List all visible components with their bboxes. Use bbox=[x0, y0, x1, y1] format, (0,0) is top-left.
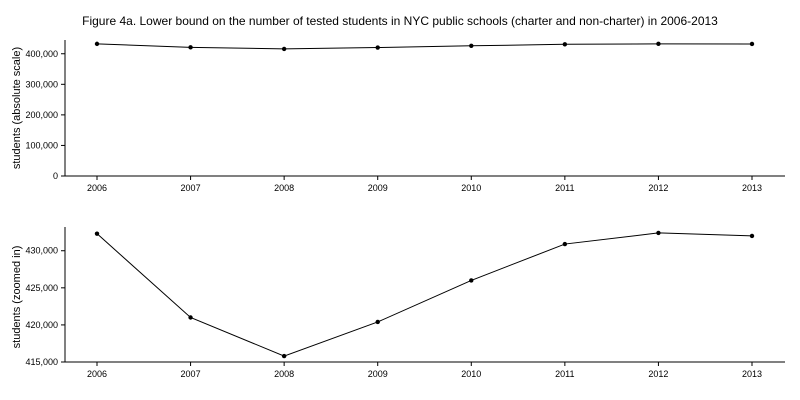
y-axis-title: students (absolute scale) bbox=[11, 47, 23, 169]
x-tick-label: 2010 bbox=[461, 369, 481, 379]
x-tick-label: 2013 bbox=[742, 183, 762, 193]
x-tick-label: 2007 bbox=[181, 369, 201, 379]
y-tick-label: 400,000 bbox=[25, 49, 58, 59]
series-line bbox=[96, 232, 753, 357]
data-point bbox=[375, 45, 380, 50]
y-tick-label: 0 bbox=[53, 171, 58, 181]
y-tick-label: 420,000 bbox=[25, 320, 58, 330]
data-point bbox=[375, 319, 380, 325]
data-point bbox=[656, 230, 661, 236]
y-tick-label: 425,000 bbox=[25, 283, 58, 293]
data-point bbox=[281, 353, 287, 359]
x-tick-label: 2006 bbox=[87, 369, 107, 379]
data-point bbox=[469, 43, 474, 49]
data-point bbox=[94, 231, 100, 236]
panel-zoomed-in: 415,000 420,000 425,000 430,000 2006 2007 2008… bbox=[11, 227, 785, 379]
data-point bbox=[749, 41, 755, 47]
data-point bbox=[469, 278, 474, 283]
series-line bbox=[96, 43, 753, 50]
data-point bbox=[562, 241, 568, 247]
x-tick-label: 2009 bbox=[368, 369, 388, 379]
data-point bbox=[749, 233, 755, 239]
y-tick-label: 300,000 bbox=[25, 79, 58, 89]
chart-title: Figure 4a. Lower bound on the number of … bbox=[82, 14, 718, 28]
y-tick-label: 415,000 bbox=[25, 357, 58, 367]
x-tick-label: 2008 bbox=[274, 183, 294, 193]
x-tick-label: 2011 bbox=[555, 183, 574, 193]
x-tick-label: 2008 bbox=[274, 369, 294, 379]
x-tick-label: 2007 bbox=[181, 183, 201, 193]
data-point bbox=[656, 41, 661, 47]
y-tick-label: 200,000 bbox=[25, 110, 58, 120]
x-tick-label: 2006 bbox=[87, 183, 107, 193]
x-tick-label: 2012 bbox=[648, 369, 668, 379]
x-tick-label: 2012 bbox=[648, 183, 668, 193]
y-tick-label: 430,000 bbox=[25, 246, 58, 256]
x-tick-label: 2009 bbox=[368, 183, 388, 193]
data-point bbox=[188, 315, 193, 320]
data-point bbox=[94, 41, 100, 47]
x-tick-label: 2010 bbox=[461, 183, 481, 193]
y-axis-title: students (zoomed in) bbox=[11, 246, 23, 349]
panel-absolute-scale: 0 100,000 200,000 300,000 400,000 2006 2007 200… bbox=[11, 40, 785, 193]
x-tick-label: 2013 bbox=[742, 369, 762, 379]
x-tick-label: 2011 bbox=[555, 369, 574, 379]
y-tick-label: 100,000 bbox=[25, 140, 58, 150]
data-point bbox=[281, 46, 287, 52]
data-point bbox=[188, 45, 193, 50]
data-point bbox=[562, 42, 568, 47]
